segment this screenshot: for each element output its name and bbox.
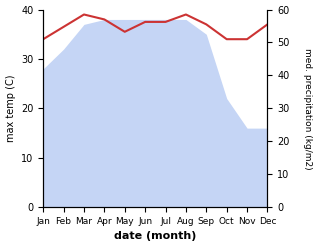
X-axis label: date (month): date (month) [114,231,197,242]
Y-axis label: max temp (C): max temp (C) [5,75,16,142]
Y-axis label: med. precipitation (kg/m2): med. precipitation (kg/m2) [303,48,313,169]
